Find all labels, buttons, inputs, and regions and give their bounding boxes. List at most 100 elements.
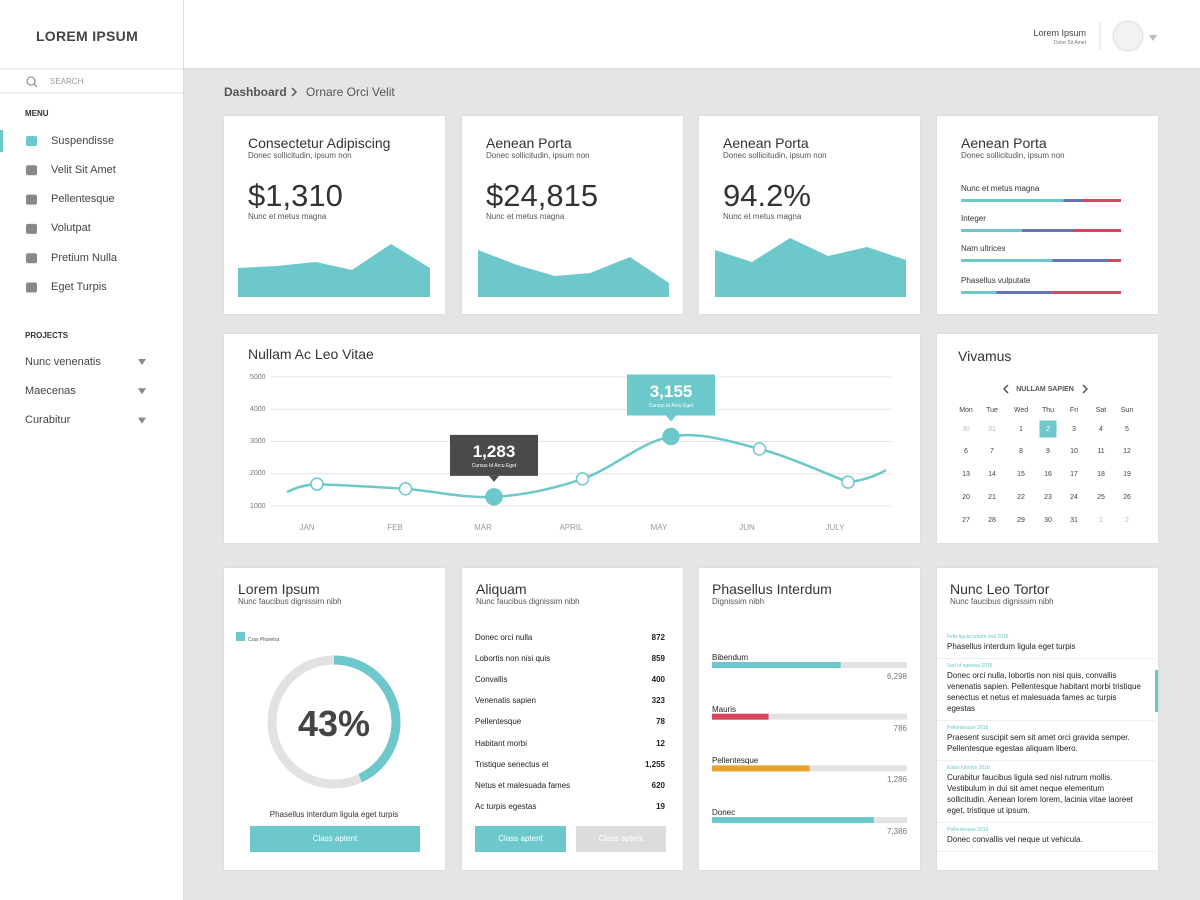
button[interactable]: Class aptent [576, 826, 666, 852]
calendar-day[interactable]: 18 [1097, 470, 1105, 478]
card-subtitle: Donec sollicitudin, ipsum non [961, 151, 1065, 160]
card-title: Lorem Ipsum [238, 581, 320, 597]
project-item[interactable]: Nunc venenatis [25, 355, 101, 368]
progress-value: 6,298 [886, 672, 907, 681]
weekday: Fri [1069, 406, 1079, 414]
calendar-day[interactable]: 23 [1044, 493, 1052, 501]
list-value: 620 [651, 780, 665, 790]
button[interactable]: Class aptent [250, 826, 420, 852]
y-tick-label: 4000 [250, 405, 266, 413]
calendar-day[interactable]: 8 [1019, 447, 1023, 455]
menu-title: MENU [25, 109, 49, 118]
segment-label: Phasellus vulputate [961, 276, 1031, 285]
calendar-day[interactable]: 2 [1125, 516, 1129, 524]
segment-label: Integer [961, 214, 986, 223]
calendar-day[interactable]: 2 [1046, 425, 1050, 433]
list-value: 12 [656, 738, 665, 748]
calendar-day[interactable]: 24 [1070, 493, 1078, 501]
calendar-day[interactable]: 27 [962, 516, 970, 524]
list-label: Convallis [475, 675, 508, 685]
list-value: 859 [651, 654, 665, 664]
feed-item: Pellentesque 2016 Praesent suscipit sem s… [937, 721, 1155, 761]
calendar-day[interactable]: 7 [990, 447, 994, 455]
menu-item[interactable]: Volutpat [51, 222, 91, 235]
calendar-day[interactable]: 1 [1019, 425, 1023, 433]
x-tick-label: FEB [387, 523, 403, 532]
y-tick-label: 3000 [250, 438, 266, 445]
button[interactable]: Class aptent [475, 826, 566, 852]
weekday: Wed [1013, 406, 1029, 414]
data-label: 1,283 [472, 442, 516, 462]
list-value: 1,255 [644, 759, 665, 769]
project-item[interactable]: Curabitur [25, 414, 71, 427]
stat-caption: Nunc et metus magna [248, 212, 327, 221]
menu-item[interactable]: Velit Sit Amet [51, 163, 116, 176]
calendar-day[interactable]: 3 [1072, 425, 1076, 433]
calendar-day[interactable]: 10 [1070, 447, 1078, 455]
calendar-day[interactable]: 12 [1123, 447, 1131, 455]
breadcrumb-item[interactable]: Dashboard [224, 85, 287, 99]
calendar-day[interactable]: 30 [962, 425, 970, 433]
card-title: Aenean Porta [961, 135, 1047, 151]
calendar-day[interactable]: 31 [1070, 516, 1078, 524]
list-label: Pellentesque [475, 717, 522, 727]
feed-meta: Etiam lobortis 2016 [947, 765, 990, 771]
stat-value: $24,815 [486, 177, 599, 213]
calendar-day[interactable]: 20 [962, 493, 970, 501]
calendar-day[interactable]: 22 [1017, 493, 1025, 501]
calendar-day[interactable]: 11 [1097, 447, 1105, 455]
x-tick-label: APRIL [559, 523, 583, 532]
card-title: Phasellus Interdum [712, 581, 832, 597]
calendar-day[interactable]: 15 [1017, 470, 1025, 478]
calendar-day[interactable]: 16 [1044, 470, 1052, 478]
feed-meta: Sed id egestas 2016 [947, 663, 993, 669]
calendar-day[interactable]: 31 [988, 425, 996, 433]
line-chart-card [224, 334, 920, 543]
calendar-day[interactable]: 5 [1125, 425, 1129, 433]
calendar-day[interactable]: 14 [988, 470, 996, 478]
project-item[interactable]: Maecenas [25, 384, 76, 397]
feed-text: Phasellus interdum ligula eget turpis [947, 642, 1076, 651]
calendar-day[interactable]: 9 [1046, 447, 1050, 455]
list-card [462, 568, 683, 870]
menu-item[interactable]: Suspendisse [51, 134, 114, 147]
x-tick-label: JUN [739, 523, 755, 532]
y-tick-label: 5000 [250, 373, 266, 381]
calendar-day[interactable]: 6 [964, 447, 968, 455]
segments-card [937, 116, 1158, 314]
calendar-day[interactable]: 28 [988, 516, 996, 524]
calendar-day[interactable]: 13 [962, 470, 970, 478]
calendar-day[interactable]: 26 [1123, 493, 1131, 501]
calendar-day[interactable]: 19 [1123, 470, 1131, 478]
list-label: Netus et malesuada fames [475, 780, 571, 790]
weekday: Mon [959, 406, 973, 414]
card-subtitle: Donec sollicitudin, ipsum non [723, 151, 827, 160]
calendar-day[interactable]: 25 [1097, 493, 1105, 501]
menu-item[interactable]: Pretium Nulla [51, 251, 118, 264]
calendar-day[interactable]: 21 [988, 493, 996, 501]
calendar-day[interactable]: 30 [1044, 516, 1052, 524]
progress-card [699, 568, 920, 870]
progress-value: 1,286 [886, 775, 907, 785]
calendar-day[interactable]: 1 [1099, 516, 1103, 524]
card-title: Aliquam [476, 581, 527, 597]
feed-text: Praesent suscipit sem sit amet orci grav… [947, 733, 1130, 753]
feed-item: Sed id egestas 2016 Donec orci nulla, lob… [937, 659, 1155, 721]
list-label: Habitant morbi [475, 738, 528, 748]
calendar-day[interactable]: 29 [1017, 516, 1025, 524]
list-label: Venenatis sapien [475, 696, 536, 706]
calendar-day[interactable]: 4 [1099, 425, 1103, 433]
x-tick-label: JULY [825, 523, 845, 532]
feed-list: Felis ligula rutrum sed 2016 Phasellus in… [937, 630, 1155, 866]
user-subtitle: Dolor Sit Amet [1054, 39, 1086, 46]
search-input[interactable]: SEARCH [50, 77, 84, 86]
card-subtitle: Dignissim nibh [712, 597, 765, 606]
menu-item[interactable]: Pellentesque [51, 193, 115, 206]
segment-label: Nunc et metus magna [961, 184, 1040, 193]
list-value: 323 [651, 696, 665, 706]
list-label: Tristique senectus et [475, 759, 549, 769]
card-subtitle: Donec sollicitudin, ipsum non [486, 151, 590, 160]
menu-item[interactable]: Eget Turpis [51, 281, 107, 293]
y-tick-label: 2000 [250, 470, 266, 478]
calendar-day[interactable]: 17 [1070, 470, 1078, 478]
